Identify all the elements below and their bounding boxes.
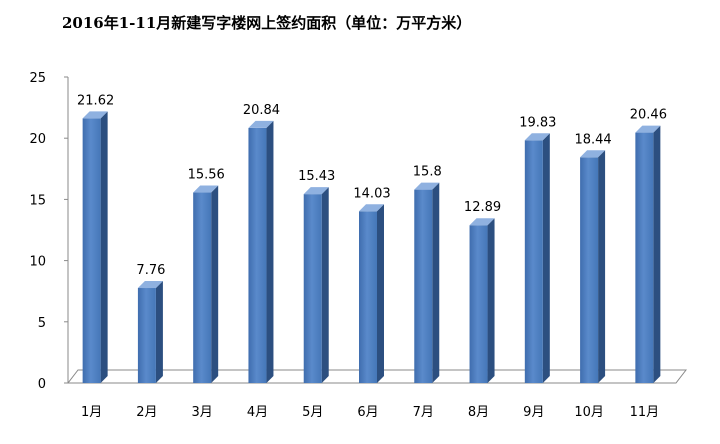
data-label: 15.43 — [298, 169, 335, 184]
bar — [580, 150, 606, 383]
data-label: 20.84 — [243, 103, 280, 118]
x-tick-label: 4月 — [247, 405, 268, 420]
bar-top — [137, 281, 163, 289]
bar-top — [193, 185, 219, 193]
bar — [359, 204, 384, 383]
bar-front — [359, 211, 377, 383]
bar-top — [359, 204, 384, 212]
x-tick-label: 8月 — [468, 405, 489, 420]
data-label: 21.62 — [77, 93, 114, 108]
bar-top — [580, 150, 606, 158]
bar — [524, 133, 550, 383]
chart-title: 2016年1-11月新建写字楼网上签约面积（单位：万平方米） — [62, 14, 471, 32]
y-tick-label: 15 — [29, 193, 46, 208]
bar-side — [432, 182, 440, 383]
bar — [137, 281, 163, 383]
bars-group: 21.62 7.76 15.56 20.84 15.43 14.03 15.8 12.89 19… — [77, 93, 667, 384]
x-tick-label: 10月 — [574, 405, 604, 420]
bar-top — [303, 187, 329, 195]
x-tick-label: 9月 — [523, 405, 544, 420]
bar — [414, 182, 440, 383]
data-label: 15.8 — [413, 165, 442, 180]
data-label: 15.56 — [188, 168, 225, 183]
bar-front — [193, 192, 212, 383]
data-label: 14.03 — [353, 186, 390, 201]
bar-front — [469, 225, 488, 383]
bar-top — [635, 125, 661, 133]
bar — [469, 218, 495, 383]
x-tick-label: 7月 — [413, 405, 434, 420]
bar-top — [248, 120, 274, 128]
bar-front — [82, 118, 101, 383]
bar-side — [321, 187, 329, 383]
bar-side — [377, 204, 384, 383]
bar-front — [303, 194, 322, 383]
bar-front — [248, 127, 267, 384]
bar-top — [414, 182, 440, 190]
bar-side — [266, 120, 274, 384]
bar — [82, 111, 108, 383]
x-tick-label: 5月 — [302, 405, 323, 420]
bar-top — [524, 133, 550, 141]
bar-front — [137, 288, 156, 383]
data-label: 12.89 — [464, 200, 501, 215]
y-tick-label: 5 — [38, 316, 46, 331]
bar-front — [524, 140, 543, 383]
bar-front — [414, 189, 433, 383]
y-tick-label: 0 — [38, 377, 46, 392]
bar-side — [211, 185, 219, 383]
y-tick-label: 10 — [29, 255, 46, 270]
y-tick-label: 25 — [29, 71, 46, 86]
bar-side — [487, 218, 495, 383]
y-axis: 0 5 10 15 20 25 — [29, 71, 68, 392]
bar-top — [469, 218, 495, 226]
bar-side — [598, 150, 606, 383]
bar-side — [542, 133, 550, 383]
bar-front — [635, 132, 654, 383]
x-tick-label: 1月 — [81, 405, 102, 420]
data-label: 20.46 — [630, 108, 667, 123]
bar-side — [653, 125, 661, 383]
bar — [635, 125, 661, 383]
x-tick-label: 11月 — [630, 405, 660, 420]
bar-side — [100, 111, 108, 383]
y-tick-label: 20 — [29, 132, 46, 147]
x-tick-label: 3月 — [192, 405, 213, 420]
x-tick-label: 6月 — [357, 405, 378, 420]
bar-front — [580, 157, 599, 383]
data-label: 7.76 — [136, 263, 165, 278]
bar-top — [82, 111, 108, 119]
bar — [193, 185, 219, 383]
x-tick-label: 2月 — [136, 405, 157, 420]
x-axis: 1月 2月 3月 4月 5月 6月 7月 8月 9月 10月 11月 — [81, 405, 659, 420]
data-label: 18.44 — [574, 132, 611, 147]
bar — [303, 187, 329, 383]
bar-side — [155, 281, 163, 383]
data-label: 19.83 — [519, 115, 556, 130]
bar — [248, 120, 274, 384]
